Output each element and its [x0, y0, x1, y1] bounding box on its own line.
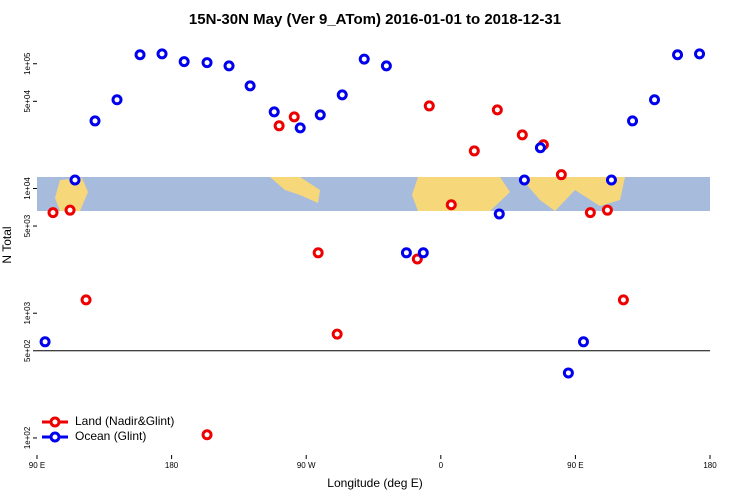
point [605, 174, 617, 186]
point [411, 253, 423, 265]
point [493, 208, 505, 220]
point [417, 247, 429, 259]
point [358, 53, 370, 65]
point [288, 111, 300, 123]
x-tick-label: 90 W [297, 461, 316, 470]
point [134, 49, 146, 61]
point [201, 429, 213, 441]
legend-label: Ocean (Glint) [75, 429, 146, 443]
point [64, 204, 76, 216]
point [518, 174, 530, 186]
point [694, 48, 706, 60]
point [423, 100, 435, 112]
point [80, 294, 92, 306]
point [201, 57, 213, 69]
point [314, 109, 326, 121]
point [555, 169, 567, 181]
point [294, 122, 306, 134]
point [268, 106, 280, 118]
point [400, 247, 412, 259]
map-strip [37, 177, 710, 211]
y-tick-label: 5e+02 [23, 339, 32, 362]
point [617, 294, 629, 306]
point [534, 142, 546, 154]
point [244, 80, 256, 92]
point [89, 115, 101, 127]
point [468, 145, 480, 157]
legend-label: Land (Nadir&Glint) [75, 414, 174, 428]
x-tick-label: 0 [439, 461, 444, 470]
point [601, 204, 613, 216]
point [69, 174, 81, 186]
point [47, 207, 59, 219]
point [672, 49, 684, 61]
point [223, 60, 235, 72]
point [178, 56, 190, 68]
y-tick-label: 1e+03 [23, 301, 32, 324]
y-tick-label: 1e+05 [23, 52, 32, 75]
y-axis-label: N Total [0, 226, 14, 263]
point [445, 199, 457, 211]
x-tick-label: 180 [165, 461, 179, 470]
chart-title: 15N-30N May (Ver 9_ATom) 2016-01-01 to 2… [189, 11, 561, 28]
point [336, 89, 348, 101]
point [331, 328, 343, 340]
point [491, 104, 503, 116]
x-tick-label: 90 E [29, 461, 45, 470]
point [516, 129, 528, 141]
x-tick-label: 180 [703, 461, 717, 470]
point [111, 94, 123, 106]
x-axis-label: Longitude (deg E) [327, 476, 422, 490]
point [156, 48, 168, 60]
point [312, 247, 324, 259]
legend-marker [49, 431, 61, 443]
legend-marker [49, 416, 61, 428]
point [39, 336, 51, 348]
point [584, 207, 596, 219]
point [273, 120, 285, 132]
y-tick-label: 5e+03 [23, 214, 32, 237]
point [380, 60, 392, 72]
point [649, 94, 661, 106]
y-tick-label: 1e+04 [23, 177, 32, 200]
point [577, 336, 589, 348]
point [562, 367, 574, 379]
y-tick-label: 1e+02 [23, 426, 32, 449]
y-tick-label: 5e+04 [23, 90, 32, 113]
point [627, 115, 639, 127]
x-tick-label: 90 E [567, 461, 583, 470]
